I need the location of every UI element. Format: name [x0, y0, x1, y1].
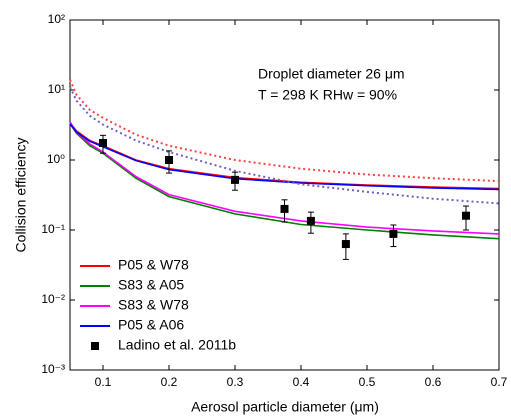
- y-tick-label: 10²: [48, 12, 65, 26]
- y-tick-label: 10¹: [48, 82, 65, 96]
- line: [69, 121, 500, 235]
- line: [69, 123, 500, 240]
- y-tick-label: 10⁻¹: [41, 222, 65, 236]
- x-tick-label: 0.7: [491, 375, 508, 389]
- plot-frame: [69, 19, 500, 371]
- x-tick-label: 0.3: [227, 375, 244, 389]
- line: [69, 79, 500, 183]
- legend-marker: [91, 342, 99, 350]
- data-point: [99, 138, 107, 147]
- y-tick-label: 10⁰: [47, 152, 65, 166]
- legend-label: Ladino et al. 2011b: [118, 337, 236, 353]
- x-tick-label: 0.4: [293, 375, 310, 389]
- line: [69, 86, 500, 205]
- x-tick-label: 0.1: [95, 375, 112, 389]
- y-tick-label: 10⁻³: [41, 362, 65, 376]
- legend-label: P05 & A06: [118, 317, 184, 333]
- annotation: T = 298 K RHw = 90%: [258, 87, 397, 103]
- x-tick-label: 0.2: [161, 375, 178, 389]
- x-tick-label: 0.6: [425, 375, 442, 389]
- data-point: [389, 229, 398, 238]
- data-point: [231, 175, 239, 184]
- annotation: Droplet diameter 26 μm: [258, 66, 405, 82]
- data-point: [280, 204, 289, 213]
- y-axis-label: Collision efficiency: [13, 138, 29, 253]
- x-tick-label: 0.5: [359, 375, 376, 389]
- data-point: [462, 211, 470, 220]
- legend-label: S83 & W78: [118, 297, 189, 313]
- x-axis-label: Aerosol particle diameter (μm): [191, 399, 379, 415]
- y-tick-label: 10⁻²: [41, 292, 65, 306]
- legend-label: P05 & W78: [118, 257, 189, 273]
- data-point: [165, 156, 173, 164]
- data-point: [341, 240, 350, 249]
- data-point: [306, 216, 315, 225]
- legend-label: S83 & A05: [118, 277, 184, 293]
